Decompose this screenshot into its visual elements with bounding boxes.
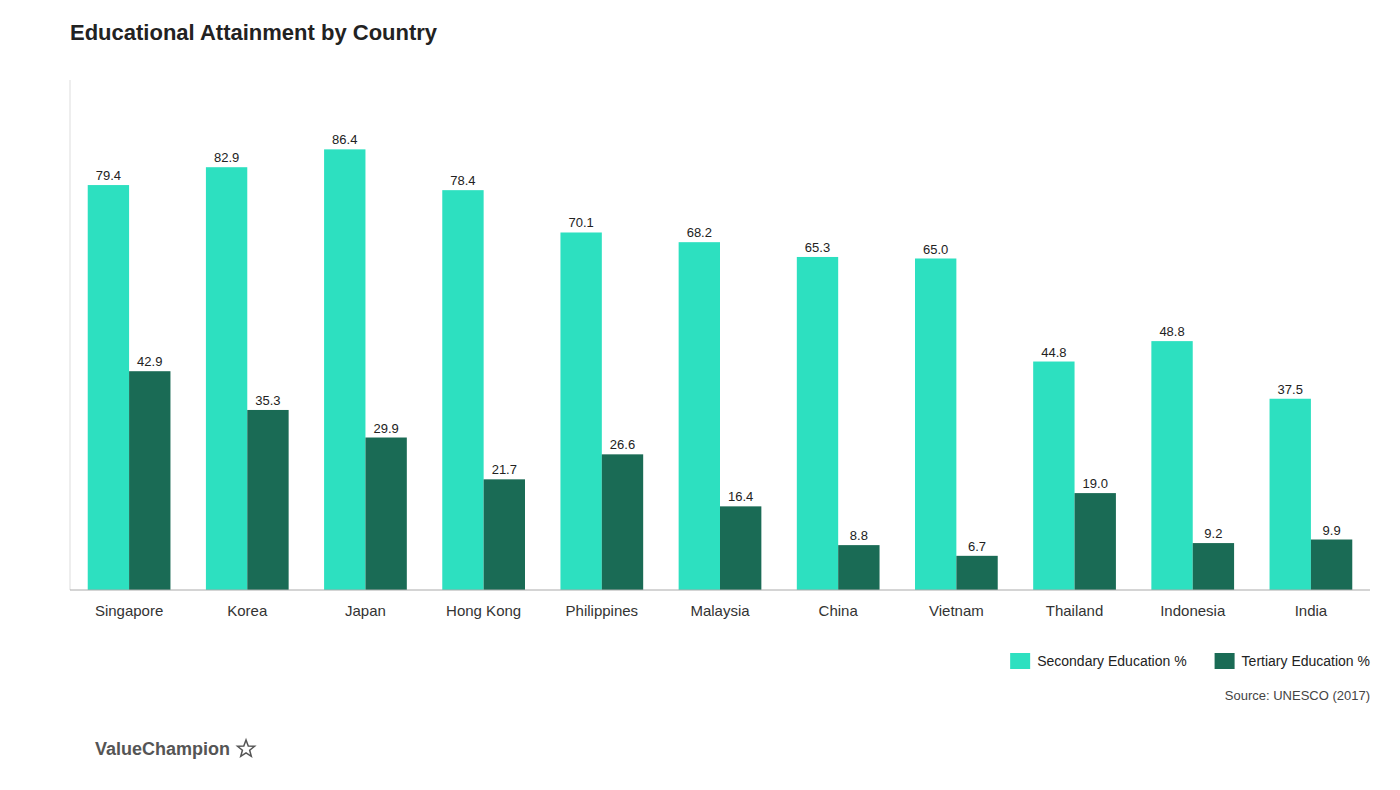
legend: Secondary Education % Tertiary Education …: [1010, 653, 1370, 669]
data-label: 44.8: [1041, 345, 1066, 360]
bar: [1193, 543, 1234, 590]
legend-swatch: [1215, 653, 1235, 669]
data-label: 9.9: [1323, 523, 1341, 538]
data-label: 26.6: [610, 437, 635, 452]
bar: [956, 556, 997, 590]
data-label: 35.3: [255, 393, 280, 408]
legend-swatch: [1010, 653, 1030, 669]
data-label: 65.0: [923, 242, 948, 257]
data-label: 79.4: [96, 168, 121, 183]
bar: [1311, 540, 1352, 590]
x-tick-label: India: [1295, 602, 1328, 619]
x-tick-label: Korea: [227, 602, 268, 619]
bar: [1033, 362, 1074, 590]
bar: [206, 167, 247, 590]
bar: [1151, 341, 1192, 590]
data-labels: 79.4 82.9 86.4 78.4 70.1 68.2 65.3 65.0 44.8 48.8…: [96, 132, 1341, 553]
legend-label: Secondary Education %: [1037, 653, 1186, 669]
bar: [129, 371, 170, 590]
chart: Educational Attainment by Country 79.4 82.…: [0, 0, 1400, 790]
data-label: 65.3: [805, 240, 830, 255]
brand-star: [237, 740, 254, 756]
x-tick-label: Malaysia: [690, 602, 750, 619]
title: Educational Attainment by Country: [70, 20, 438, 45]
bar: [797, 257, 838, 590]
data-label: 6.7: [968, 539, 986, 554]
x-tick-label: Thailand: [1046, 602, 1104, 619]
data-label: 42.9: [137, 354, 162, 369]
x-tick-label: Philippines: [566, 602, 639, 619]
data-label: 78.4: [450, 173, 475, 188]
data-label: 48.8: [1159, 324, 1184, 339]
data-label: 68.2: [687, 225, 712, 240]
y-axis-line: [70, 80, 71, 590]
data-label: 9.2: [1204, 526, 1222, 541]
x-axis-line: [70, 590, 1370, 591]
brand-text: ValueChampion: [95, 739, 230, 759]
data-label: 8.8: [850, 528, 868, 543]
bar: [442, 190, 483, 590]
data-label: 82.9: [214, 150, 239, 165]
bar: [365, 438, 406, 590]
bar: [602, 454, 643, 590]
bar: [720, 506, 761, 590]
bar: [484, 479, 525, 590]
bar: [838, 545, 879, 590]
x-tick-label: Singapore: [95, 602, 163, 619]
bar: [679, 242, 720, 590]
bar: [915, 259, 956, 591]
data-label: 16.4: [728, 489, 753, 504]
legend-label: Tertiary Education %: [1242, 653, 1370, 669]
data-label: 29.9: [373, 421, 398, 436]
x-tick-label: China: [819, 602, 859, 619]
bars: [88, 149, 1353, 590]
bar: [88, 185, 129, 590]
bar: [1270, 399, 1311, 590]
x-tick-label: Hong Kong: [446, 602, 521, 619]
bar: [247, 410, 288, 590]
data-label: 37.5: [1278, 382, 1303, 397]
data-label: 19.0: [1083, 476, 1108, 491]
x-tick-label: Indonesia: [1160, 602, 1226, 619]
x-tick-label: Japan: [345, 602, 386, 619]
data-label: 21.7: [492, 462, 517, 477]
data-label: 86.4: [332, 132, 357, 147]
bar: [560, 232, 601, 590]
source-note: Source: UNESCO (2017): [1225, 688, 1370, 703]
bar: [324, 149, 365, 590]
x-tick-label: Vietnam: [929, 602, 984, 619]
bar: [1075, 493, 1116, 590]
data-label: 70.1: [568, 215, 593, 230]
